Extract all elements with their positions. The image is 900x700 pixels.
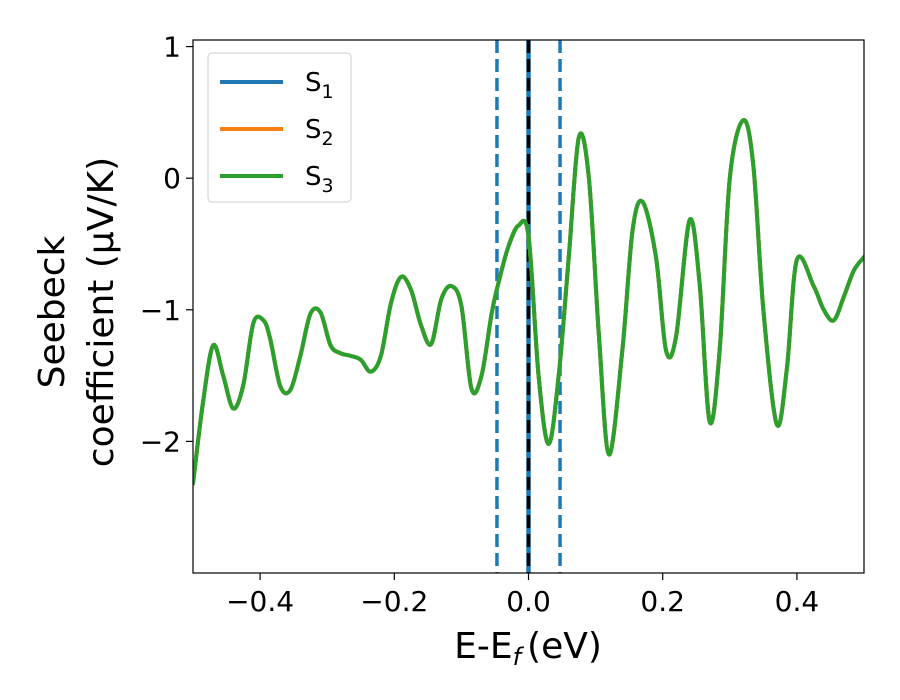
y-axis-label: Seebeck coefficient (μV/K) bbox=[32, 157, 122, 467]
legend: S1 S2 S3 bbox=[207, 52, 352, 203]
legend-label-s3: S3 bbox=[305, 162, 334, 197]
legend-label-s2: S2 bbox=[305, 115, 334, 150]
series-lines bbox=[193, 118, 864, 486]
reference-lines bbox=[495, 40, 562, 573]
legend-label-s1: S1 bbox=[305, 68, 334, 103]
x-tick-label: −0.2 bbox=[360, 585, 428, 618]
y-tick-label: −1 bbox=[140, 294, 181, 327]
y-axis-label-line1: Seebeck bbox=[32, 235, 73, 388]
x-tick-label: −0.4 bbox=[226, 585, 294, 618]
y-axis-label-line2: coefficient (μV/K) bbox=[81, 157, 122, 467]
x-tick-label: 0.4 bbox=[775, 585, 820, 618]
y-tick-label: −2 bbox=[140, 425, 181, 458]
x-axis-label: E-Ef (eV) bbox=[454, 626, 602, 671]
y-tick-label: 1 bbox=[163, 31, 181, 64]
y-axis-ticks: −2 −1 0 1 bbox=[140, 31, 193, 458]
series-line-s3 bbox=[193, 118, 864, 486]
x-axis-ticks: −0.4 −0.2 0.0 0.2 0.4 bbox=[226, 573, 819, 618]
x-tick-label: 0.2 bbox=[640, 585, 685, 618]
x-tick-label: 0.0 bbox=[506, 585, 551, 618]
y-tick-label: 0 bbox=[163, 162, 181, 195]
